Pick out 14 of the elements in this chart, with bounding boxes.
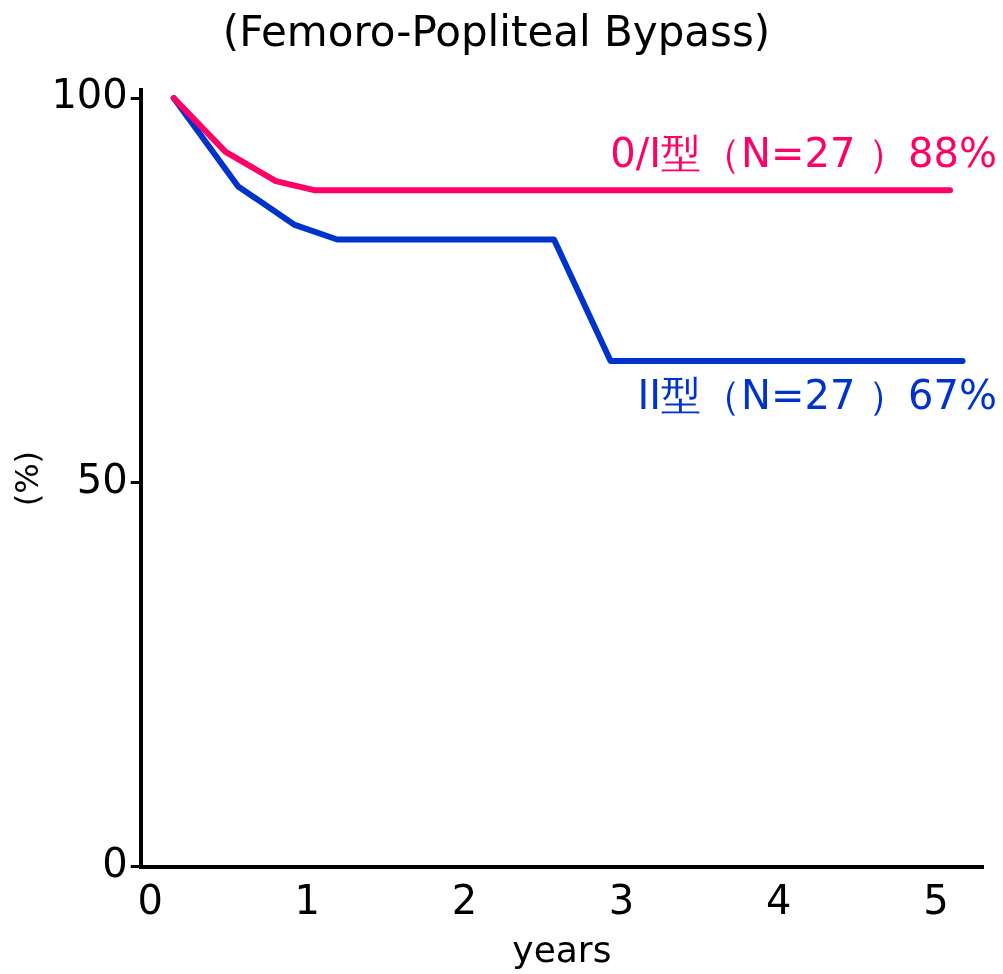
y-axis-title: (%) [7, 450, 46, 507]
y-tick-label: 50 [76, 455, 128, 502]
x-tick-label: 2 [451, 877, 478, 924]
series-label: 0/I型（N=27 ）88% [610, 129, 997, 176]
x-tick-label: 3 [608, 877, 635, 924]
x-tick-label: 5 [923, 877, 949, 924]
x-tick-label: 1 [294, 877, 321, 924]
x-tick-label: 4 [766, 877, 792, 924]
x-axis-title: years [512, 928, 612, 970]
x-tick-label: 0 [137, 877, 163, 924]
y-tick-label: 100 [51, 71, 128, 118]
chart-title: (Femoro-Popliteal Bypass) [222, 7, 771, 57]
series-label: II型（N=27 ）67% [637, 372, 997, 419]
y-tick-label: 0 [102, 840, 128, 887]
